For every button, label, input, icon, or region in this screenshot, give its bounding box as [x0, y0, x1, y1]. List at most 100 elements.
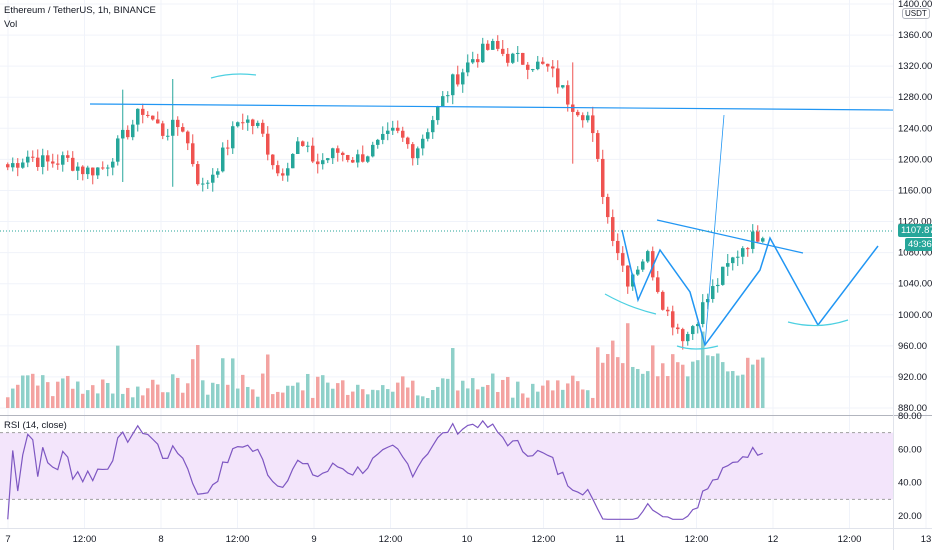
user-drawings: [89, 73, 894, 350]
candle-body: [431, 120, 435, 133]
candle-body: [526, 64, 530, 70]
volume-bar: [486, 385, 490, 408]
candle-body: [441, 96, 445, 107]
volume-bar: [371, 389, 375, 408]
time-tick-label: 12:00: [838, 534, 862, 545]
candle-body: [141, 108, 145, 115]
candle-body: [516, 52, 520, 54]
volume-bar: [566, 383, 570, 408]
candle-body: [541, 61, 545, 64]
volume-bar: [596, 347, 600, 408]
candle-body: [211, 174, 215, 183]
volume-bar: [256, 396, 260, 408]
currency-unit-badge[interactable]: USDT: [902, 8, 930, 19]
volume-bar: [31, 373, 35, 408]
candle-body: [386, 130, 390, 134]
candle-body: [356, 154, 360, 163]
candle-body: [96, 167, 100, 176]
candle-body: [66, 155, 70, 158]
candle-body: [601, 158, 605, 197]
candle-body: [661, 291, 665, 310]
resistance-trendline: [656, 219, 804, 254]
volume-bar: [436, 386, 440, 408]
volume-bar: [231, 358, 235, 408]
candle-body: [531, 69, 535, 71]
volume-bar: [501, 379, 505, 408]
candle-body: [81, 166, 85, 175]
volume-bar: [271, 394, 275, 408]
volume-bar: [606, 354, 610, 408]
candle-body: [576, 111, 580, 116]
candle-body: [346, 155, 350, 161]
candle-body: [331, 148, 335, 159]
volume-bar: [526, 397, 530, 408]
symbol-legend[interactable]: Ethereum / TetherUS, 1h, BINANCE: [4, 5, 156, 16]
volume-bar: [446, 378, 450, 408]
volume-bar: [381, 385, 385, 408]
candle-body: [166, 135, 170, 137]
volume-bar: [626, 323, 630, 408]
candle-body: [321, 160, 325, 165]
time-tick-label: 12:00: [532, 534, 556, 545]
candle-body: [21, 162, 25, 168]
volume-bar: [481, 386, 485, 408]
volume-bar: [316, 376, 320, 408]
candle-body: [711, 286, 715, 300]
volume-bar: [196, 344, 200, 408]
volume-bar: [16, 384, 20, 408]
volume-bar: [181, 392, 185, 408]
volume-bar: [741, 374, 745, 408]
volume-bar: [451, 348, 455, 408]
candle-body: [126, 129, 130, 138]
price-axis: 1400.00 1360.00 1320.00 1280.00 1240.00 1200.…: [898, 0, 932, 414]
volume-bar: [251, 389, 255, 408]
volume-bar: [21, 375, 25, 408]
candle-body: [616, 240, 620, 254]
candle-body: [111, 161, 115, 168]
volume-bar: [551, 390, 555, 408]
volume-bar: [46, 382, 50, 408]
volume-bar: [61, 378, 65, 408]
volume-bar: [301, 390, 305, 408]
volume-bar: [671, 354, 675, 408]
volume-bar: [76, 381, 80, 408]
candle-body: [671, 311, 675, 328]
candle-body: [466, 62, 470, 73]
candle-body: [476, 59, 480, 63]
volume-bar: [631, 366, 635, 408]
candle-body: [611, 217, 615, 241]
arc-curve: [604, 293, 657, 315]
candle-body: [461, 72, 465, 85]
candle-body: [341, 152, 345, 156]
candle-body: [226, 147, 230, 149]
candle-body: [31, 156, 35, 158]
time-tick-label: 9: [311, 534, 316, 545]
bar-countdown-label: 49:36: [905, 237, 932, 251]
candle-body: [381, 133, 385, 140]
candle-body: [691, 326, 695, 335]
candle-body: [496, 40, 500, 49]
candle-body: [391, 127, 395, 131]
candle-body: [296, 141, 300, 154]
volume-bar: [81, 393, 85, 408]
candle-body: [306, 145, 310, 147]
time-tick-label: 11: [615, 534, 625, 545]
volume-bar: [691, 361, 695, 408]
price-tick-label: 960.00: [898, 341, 927, 352]
candle-body: [701, 302, 705, 325]
price-tick-label: 1240.00: [898, 123, 932, 134]
candle-body: [481, 43, 485, 63]
volume-bar: [696, 360, 700, 408]
volume-bar: [131, 397, 135, 408]
volume-bar: [396, 382, 400, 408]
time-tick-label: 8: [158, 534, 163, 545]
candle-body: [361, 154, 365, 162]
volume-legend[interactable]: Vol: [4, 19, 18, 30]
volume-bar: [281, 392, 285, 408]
candle-body: [451, 74, 455, 96]
rsi-legend[interactable]: RSI (14, close): [4, 420, 67, 431]
projection-ray: [704, 114, 725, 346]
volume-bar: [601, 362, 605, 408]
candle-body: [486, 43, 490, 50]
